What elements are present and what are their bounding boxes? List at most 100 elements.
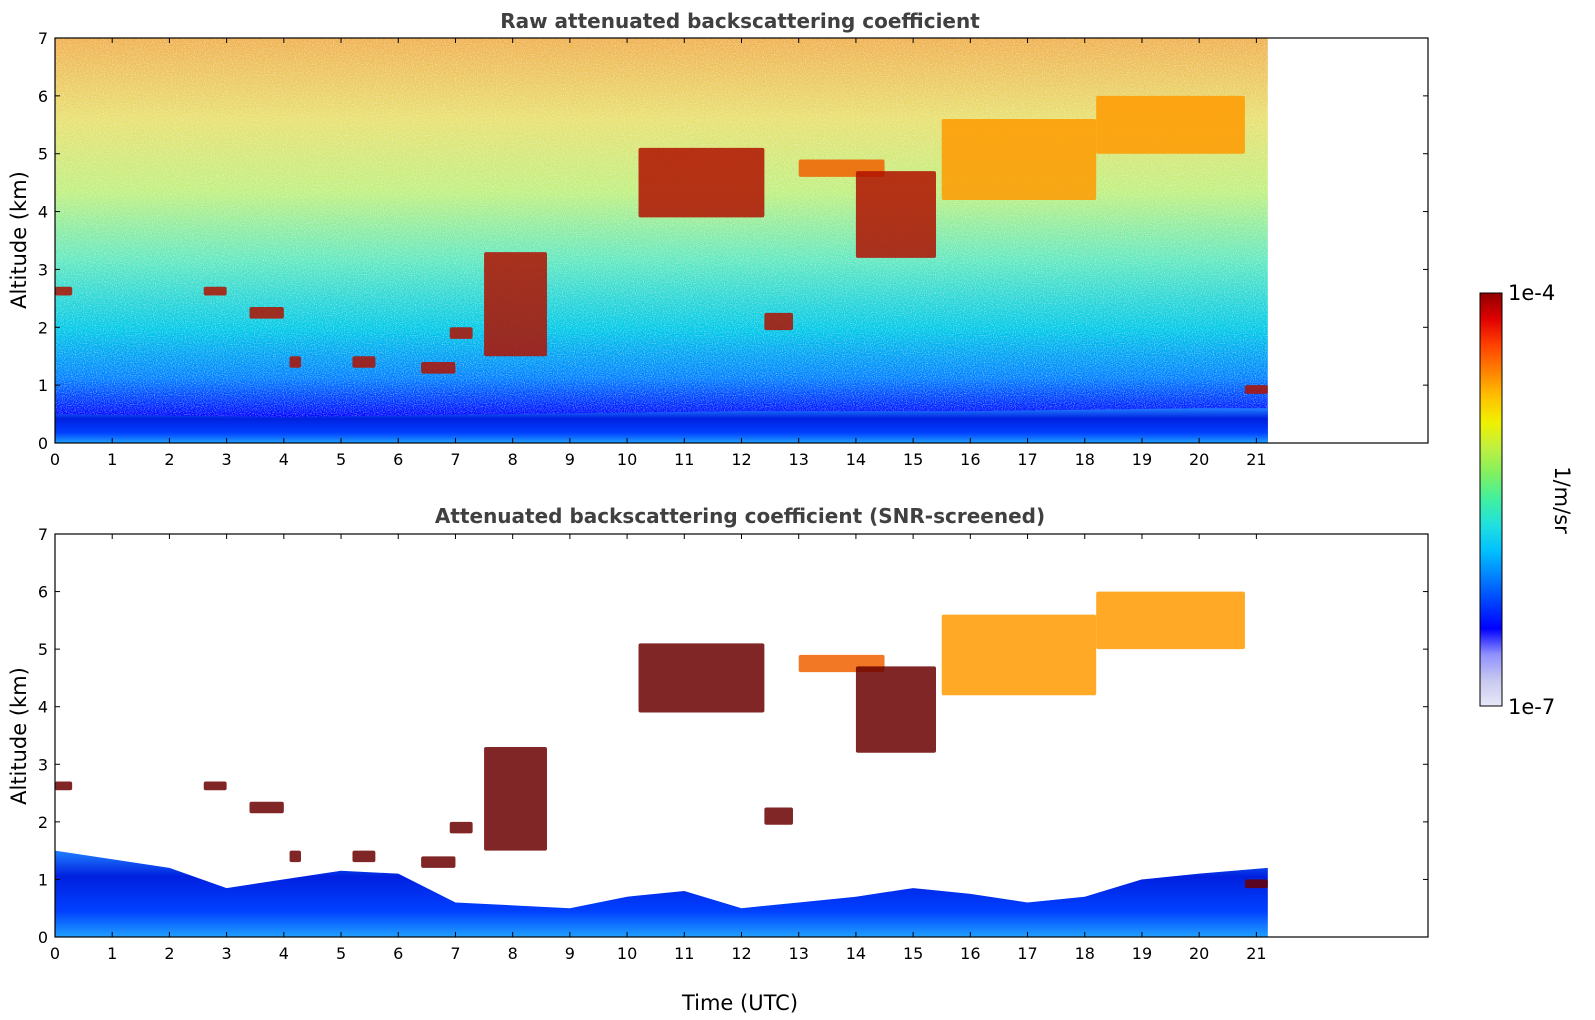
cloud-layer [249,801,284,814]
x-tick-label: 14 [846,450,866,469]
y-tick-label: 1 [38,870,48,889]
y-tick-label: 3 [38,260,48,279]
cloud-layer [764,807,793,825]
x-tick-label: 3 [222,944,232,963]
x-tick-label: 12 [731,450,751,469]
x-tick-label: 11 [674,450,694,469]
raw-heatmap [55,38,1268,443]
x-tick-label: 15 [903,944,923,963]
screened-panel-title: Attenuated backscattering coefficient (S… [435,504,1045,528]
x-tick-label: 5 [336,944,346,963]
cloud-layer [764,312,793,331]
y-tick-label: 3 [38,755,48,774]
x-axis-label: Time (UTC) [681,991,798,1015]
screened-backscatter-panel: Attenuated backscattering coefficient (S… [7,504,1429,1015]
cloud-layer [449,327,473,339]
raw-backscatter-panel: Raw attenuated backscattering coefficien… [7,9,1429,469]
cloud-layer [289,850,301,863]
x-tick-label: 11 [674,944,694,963]
x-tick-label: 1 [107,450,117,469]
x-tick-label: 9 [565,450,575,469]
cloud-layer [421,362,456,374]
x-tick-label: 5 [336,450,346,469]
x-tick-label: 8 [508,450,518,469]
x-tick-label: 12 [731,944,751,963]
screened-y-axis-label: Altitude (km) [7,667,31,805]
x-tick-label: 18 [1075,944,1095,963]
screened-x-ticks: 0 1 2 3 4 5 6 7 8 9 10 11 12 13 14 15 16 17 18 19 20 21 [50,534,1267,963]
x-tick-label: 15 [903,450,923,469]
cloud-layer [855,666,937,753]
y-tick-label: 5 [38,640,48,659]
x-tick-label: 3 [222,450,232,469]
cloud-layer [421,856,456,868]
x-tick-label: 0 [50,944,60,963]
x-tick-label: 17 [1017,944,1037,963]
cloud-layer [941,614,1097,696]
y-tick-label: 6 [38,87,48,106]
x-tick-label: 13 [789,450,809,469]
cloud-layer [855,171,937,258]
x-tick-label: 6 [393,944,403,963]
x-tick-label: 7 [450,450,460,469]
screened-heatmap [55,591,1268,937]
x-tick-label: 19 [1132,450,1152,469]
y-tick-label: 0 [38,928,48,947]
x-tick-label: 20 [1189,450,1209,469]
cloud-layer [638,643,765,713]
x-tick-label: 14 [846,944,866,963]
x-tick-label: 2 [164,450,174,469]
cloud-layer [352,850,376,863]
cloud-layer [1244,385,1268,394]
raw-x-ticks: 0 1 2 3 4 5 6 7 8 9 10 11 12 13 14 15 16 17 18 19 20 21 [50,38,1267,469]
cloud-layer [638,147,765,218]
cloud-layer [484,747,547,851]
x-tick-label: 18 [1075,450,1095,469]
cloud-layer [55,781,73,791]
x-tick-label: 20 [1189,944,1209,963]
x-tick-label: 1 [107,944,117,963]
y-tick-label: 1 [38,376,48,395]
x-tick-label: 13 [789,944,809,963]
x-tick-label: 2 [164,944,174,963]
cloud-layer [203,286,227,296]
x-tick-label: 16 [960,944,980,963]
x-tick-label: 17 [1017,450,1037,469]
x-tick-label: 10 [617,944,637,963]
cloud-layer [203,781,227,791]
x-tick-label: 7 [450,944,460,963]
cloud-layer [484,252,547,357]
x-tick-label: 0 [50,450,60,469]
cloud-layer [449,821,473,834]
cloud-layer [1096,95,1245,154]
colorbar-min-label: 1e-7 [1508,695,1555,719]
cloud-layer [55,286,73,296]
boundary-layer [55,408,1268,443]
y-tick-label: 7 [38,29,48,48]
x-tick-label: 4 [279,944,289,963]
x-tick-label: 21 [1246,450,1266,469]
x-tick-label: 8 [508,944,518,963]
x-tick-label: 6 [393,450,403,469]
screened-y-ticks: 0 1 2 3 4 5 6 7 [38,525,1428,947]
colorbar-bar [1479,292,1503,707]
cloud-layer [1096,591,1245,650]
x-tick-label: 4 [279,450,289,469]
colorbar: 1e-4 1e-7 1/m/sr [1479,281,1574,719]
colorbar-unit-label: 1/m/sr [1550,466,1574,534]
screened-boundary-layer [55,850,1268,937]
y-tick-label: 5 [38,145,48,164]
raw-y-axis-label: Altitude (km) [7,171,31,309]
y-tick-label: 2 [38,318,48,337]
y-tick-label: 0 [38,434,48,453]
y-tick-label: 6 [38,583,48,602]
x-tick-label: 16 [960,450,980,469]
x-tick-label: 19 [1132,944,1152,963]
x-tick-label: 10 [617,450,637,469]
y-tick-label: 4 [38,203,48,222]
raw-y-ticks: 0 1 2 3 4 5 6 7 [38,29,1428,453]
x-tick-label: 9 [565,944,575,963]
cloud-layer [249,307,284,319]
y-tick-label: 2 [38,813,48,832]
